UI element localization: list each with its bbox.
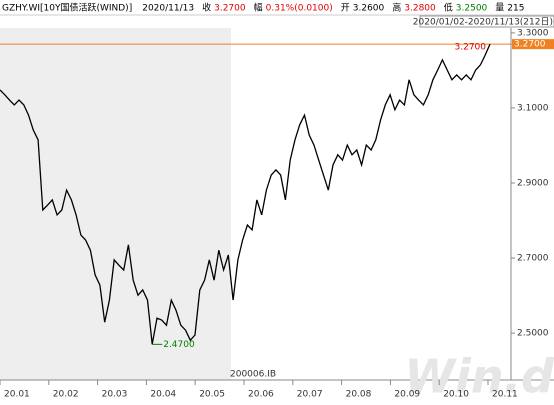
max-label: 3.2700 — [455, 43, 487, 53]
header-value: 0.31%(0.0100) — [266, 4, 333, 14]
header-label: 低 — [444, 2, 453, 14]
code-label: 200006.IB — [230, 370, 276, 380]
x-tick-label: 20.02 — [53, 390, 79, 400]
x-tick-label: 20.01 — [4, 390, 30, 400]
header-label: 量 — [495, 3, 504, 14]
watermark: Win.d — [404, 350, 554, 404]
header-title: GZHY.WI[10Y国债活跃(WIND)] — [2, 2, 132, 14]
header-value: 215 — [507, 4, 524, 14]
header-label: 开 — [341, 3, 350, 14]
header-label: 收 — [202, 2, 211, 14]
header-value: 3.2600 — [353, 4, 385, 14]
x-tick-label: 20.10 — [443, 390, 469, 400]
x-tick-label: 20.08 — [346, 390, 372, 400]
header-value: 3.2800 — [404, 4, 436, 14]
last-price-label: 3.2700 — [514, 40, 546, 50]
y-tick-label: 3.1000 — [517, 103, 549, 113]
header-label: 幅 — [254, 2, 263, 14]
x-tick-label: 20.09 — [394, 390, 420, 400]
y-tick-label: 2.9000 — [517, 178, 549, 188]
x-tick-label: 20.07 — [297, 390, 323, 400]
y-tick-label: 2.5000 — [517, 329, 549, 339]
header-value: 3.2700 — [214, 4, 246, 14]
header-date: 2020/11/13 — [142, 4, 194, 14]
x-tick-label: 20.05 — [199, 390, 225, 400]
selection-shade — [0, 28, 231, 380]
header-value: 3.2500 — [456, 4, 488, 14]
x-tick-label: 20.04 — [150, 390, 176, 400]
range-box — [419, 15, 554, 28]
x-tick-label: 20.03 — [102, 390, 128, 400]
price-line — [0, 43, 491, 345]
y-tick-label: 3.3000 — [517, 28, 549, 38]
min-label: 2.4700 — [163, 340, 195, 350]
header-label: 高 — [392, 2, 401, 14]
y-tick-label: 2.7000 — [517, 254, 549, 264]
x-tick-label: 20.11 — [492, 390, 518, 400]
range-label: 2020/01/02-2020/11/13(212日) — [413, 17, 553, 28]
x-tick-label: 20.06 — [248, 390, 274, 400]
last-price-box — [512, 39, 554, 50]
